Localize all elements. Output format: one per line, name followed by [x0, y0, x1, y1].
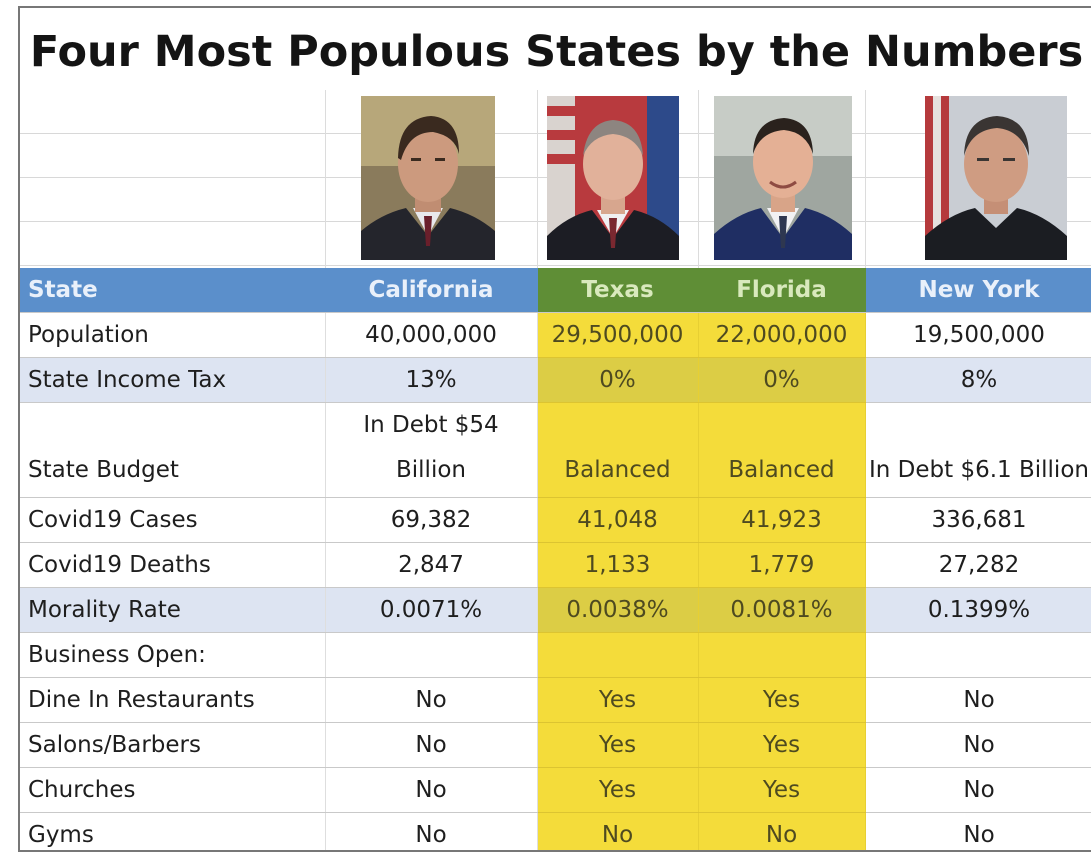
header-new-york: New York	[865, 268, 1091, 313]
table-row: Covid19 Cases 69,382 41,048 41,923 336,6…	[20, 497, 1091, 543]
cell: 0.0071%	[325, 587, 538, 633]
cell: No	[698, 812, 866, 850]
cell: 22,000,000	[698, 312, 866, 358]
cell: No	[325, 722, 538, 768]
cell: 2,847	[325, 542, 538, 588]
portrait-california	[361, 96, 495, 260]
table-row: Covid19 Deaths 2,847 1,133 1,779 27,282	[20, 542, 1091, 588]
cell: 41,923	[698, 497, 866, 543]
cell: Yes	[537, 722, 699, 768]
table-row: State Income Tax 13% 0% 0% 8%	[20, 357, 1091, 403]
cell: 336,681	[865, 497, 1091, 543]
cell: 19,500,000	[865, 312, 1091, 358]
table-row: Gyms No No No No	[20, 812, 1091, 850]
cell: In Debt $54 Billion	[325, 402, 538, 498]
table-row: State Budget In Debt $54 Billion Balance…	[20, 402, 1091, 498]
person-portrait-icon	[361, 96, 495, 260]
table-header-row: State California Texas Florida New York	[20, 268, 1091, 313]
table-row: Salons/Barbers No Yes Yes No	[20, 722, 1091, 768]
cell: 41,048	[537, 497, 699, 543]
portrait-texas	[547, 96, 679, 260]
row-label: Salons/Barbers	[20, 722, 326, 768]
cell: No	[865, 812, 1091, 850]
cell: 0.1399%	[865, 587, 1091, 633]
row-label: Morality Rate	[20, 587, 326, 633]
cell: No	[325, 677, 538, 723]
cell: No	[865, 767, 1091, 813]
row-label: Covid19 Deaths	[20, 542, 326, 588]
cell: Balanced	[698, 402, 866, 498]
portrait-row	[20, 90, 1091, 268]
cell: 40,000,000	[325, 312, 538, 358]
cell: 0%	[698, 357, 866, 403]
cell: No	[325, 812, 538, 850]
row-label: Population	[20, 312, 326, 358]
comparison-table: State California Texas Florida New York …	[20, 268, 1091, 850]
table-row: Morality Rate 0.0071% 0.0038% 0.0081% 0.…	[20, 587, 1091, 633]
person-portrait-icon	[547, 96, 679, 260]
cell: 1,133	[537, 542, 699, 588]
cell: Yes	[698, 677, 866, 723]
cell: Yes	[698, 767, 866, 813]
cell	[325, 632, 538, 678]
cell	[537, 632, 699, 678]
cell: 13%	[325, 357, 538, 403]
cell: 1,779	[698, 542, 866, 588]
cell: Balanced	[537, 402, 699, 498]
cell: 0.0038%	[537, 587, 699, 633]
table-row: Churches No Yes Yes No	[20, 767, 1091, 813]
header-florida: Florida	[698, 268, 866, 313]
cell: Yes	[698, 722, 866, 768]
table-row: Dine In Restaurants No Yes Yes No	[20, 677, 1091, 723]
cell: Yes	[537, 677, 699, 723]
row-label: Covid19 Cases	[20, 497, 326, 543]
header-label: State	[20, 268, 326, 313]
portrait-new-york	[925, 96, 1067, 260]
cell	[698, 632, 866, 678]
cell	[865, 632, 1091, 678]
table-row: Business Open:	[20, 632, 1091, 678]
cell: 0.0081%	[698, 587, 866, 633]
cell: 8%	[865, 357, 1091, 403]
cell: No	[325, 767, 538, 813]
person-portrait-icon	[714, 96, 852, 260]
person-portrait-icon	[925, 96, 1067, 260]
portrait-florida	[714, 96, 852, 260]
cell: 27,282	[865, 542, 1091, 588]
row-label: Business Open:	[20, 632, 326, 678]
cell: 69,382	[325, 497, 538, 543]
cell: Yes	[537, 767, 699, 813]
row-label: Churches	[20, 767, 326, 813]
row-label: State Income Tax	[20, 357, 326, 403]
header-california: California	[325, 268, 538, 313]
header-texas: Texas	[537, 268, 699, 313]
cell: 0%	[537, 357, 699, 403]
cell: No	[865, 722, 1091, 768]
cell: No	[537, 812, 699, 850]
spreadsheet: Four Most Populous States by the Numbers	[18, 6, 1091, 852]
row-label: Gyms	[20, 812, 326, 850]
row-label: Dine In Restaurants	[20, 677, 326, 723]
table-row: Population 40,000,000 29,500,000 22,000,…	[20, 312, 1091, 358]
row-label: State Budget	[20, 402, 326, 498]
cell: 29,500,000	[537, 312, 699, 358]
cell: In Debt $6.1 Billion	[865, 402, 1091, 498]
page-title: Four Most Populous States by the Numbers	[29, 27, 1084, 77]
cell: No	[865, 677, 1091, 723]
